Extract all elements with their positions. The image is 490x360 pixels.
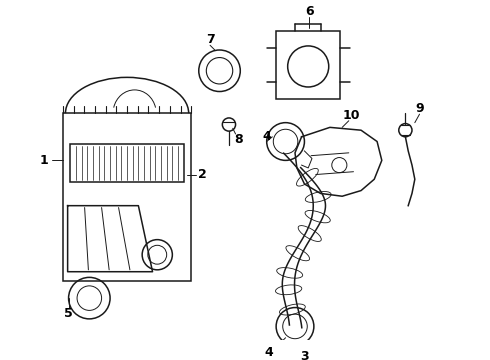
Text: 10: 10 xyxy=(343,109,360,122)
Text: 5: 5 xyxy=(64,307,73,320)
Bar xyxy=(71,144,184,182)
Text: 3: 3 xyxy=(300,350,309,360)
Bar xyxy=(276,31,340,99)
Text: 6: 6 xyxy=(305,5,314,18)
Text: 9: 9 xyxy=(415,102,424,115)
Text: 2: 2 xyxy=(198,168,207,181)
Text: 7: 7 xyxy=(206,33,215,46)
Bar xyxy=(63,113,191,281)
Text: 8: 8 xyxy=(234,133,243,146)
Text: 4: 4 xyxy=(264,346,273,359)
Text: 1: 1 xyxy=(40,154,49,167)
Text: 4: 4 xyxy=(262,130,271,143)
